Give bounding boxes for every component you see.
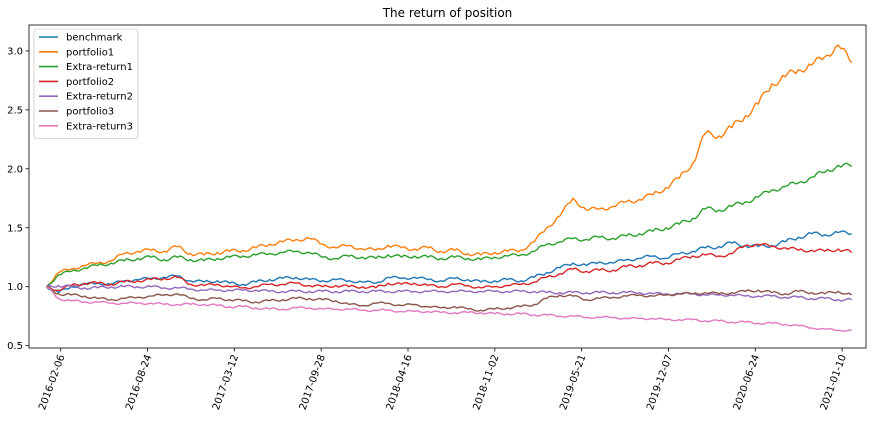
legend-label: portfolio3 [66,107,114,118]
x-tick-label: 2020-06-24 [732,353,762,411]
x-tick-label: 2017-03-12 [211,353,241,411]
x-tick-label: 2018-04-16 [385,353,415,411]
series-line-Extra-return3 [46,286,852,332]
x-tick-label: 2019-12-07 [645,353,675,411]
series-line-Extra-return1 [45,162,853,288]
y-tick-label: 1.0 [7,282,23,293]
legend-label: portfolio1 [66,47,114,58]
plot-frame [28,24,867,349]
legend-label: Extra-return1 [66,62,133,73]
legend-label: benchmark [66,33,123,44]
legend-label: Extra-return2 [66,92,133,103]
series-line-portfolio3 [46,286,853,312]
y-tick-label: 2.0 [7,164,23,175]
x-axis: 2016-02-06 2016-08-24 2017-03-12 2017-09-28… [37,348,849,412]
x-tick-label: 2018-11-02 [471,353,501,411]
legend-label: portfolio2 [66,77,114,88]
x-tick-label: 2016-08-24 [124,353,154,411]
y-axis: 0.5 1.0 1.5 2.0 2.5 3.0 [7,46,29,352]
x-tick-label: 2021-01-10 [819,353,849,411]
legend-label: Extra-return3 [66,121,133,132]
series-line-Extra-return2 [46,284,853,302]
plot-area [45,44,853,332]
series-line-portfolio2 [46,242,853,292]
x-tick-label: 2019-05-21 [558,353,588,411]
legend-box [33,28,139,139]
y-tick-label: 2.5 [7,105,23,116]
chart-title: The return of position [382,6,513,20]
x-tick-label: 2016-02-06 [37,353,67,411]
y-tick-label: 3.0 [7,46,23,57]
y-tick-label: 0.5 [7,341,23,352]
y-tick-label: 1.5 [7,223,23,234]
series-line-benchmark [45,230,852,294]
series-line-portfolio1 [45,44,853,288]
legend: benchmark portfolio1 Extra-return1 portfoli… [33,28,139,139]
x-tick-label: 2017-09-28 [298,353,328,411]
